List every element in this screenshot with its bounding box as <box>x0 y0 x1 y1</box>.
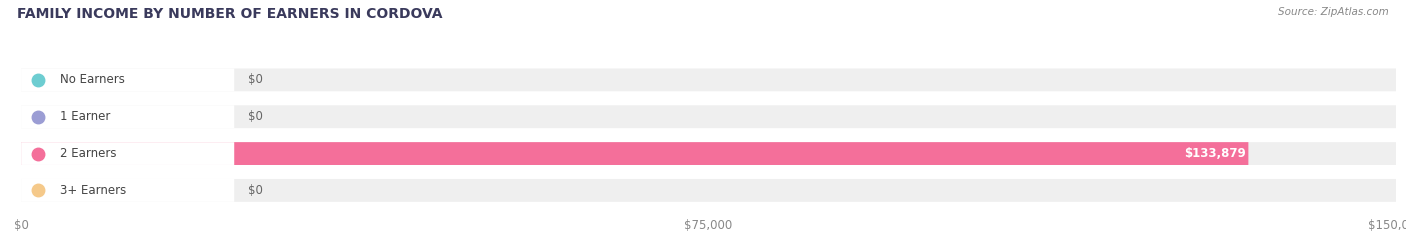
Text: Source: ZipAtlas.com: Source: ZipAtlas.com <box>1278 7 1389 17</box>
FancyBboxPatch shape <box>21 142 1396 165</box>
Text: $0: $0 <box>247 184 263 197</box>
Text: 2 Earners: 2 Earners <box>59 147 117 160</box>
FancyBboxPatch shape <box>21 69 1396 91</box>
Text: $0: $0 <box>247 73 263 86</box>
Text: $133,879: $133,879 <box>1184 147 1246 160</box>
FancyBboxPatch shape <box>21 105 1396 128</box>
FancyBboxPatch shape <box>21 142 1249 165</box>
FancyBboxPatch shape <box>21 179 1396 202</box>
Text: 3+ Earners: 3+ Earners <box>59 184 127 197</box>
FancyBboxPatch shape <box>21 142 235 165</box>
Text: $0: $0 <box>247 110 263 123</box>
FancyBboxPatch shape <box>21 105 235 128</box>
FancyBboxPatch shape <box>21 69 235 91</box>
Text: No Earners: No Earners <box>59 73 125 86</box>
Text: 1 Earner: 1 Earner <box>59 110 110 123</box>
Text: FAMILY INCOME BY NUMBER OF EARNERS IN CORDOVA: FAMILY INCOME BY NUMBER OF EARNERS IN CO… <box>17 7 443 21</box>
FancyBboxPatch shape <box>21 179 235 202</box>
